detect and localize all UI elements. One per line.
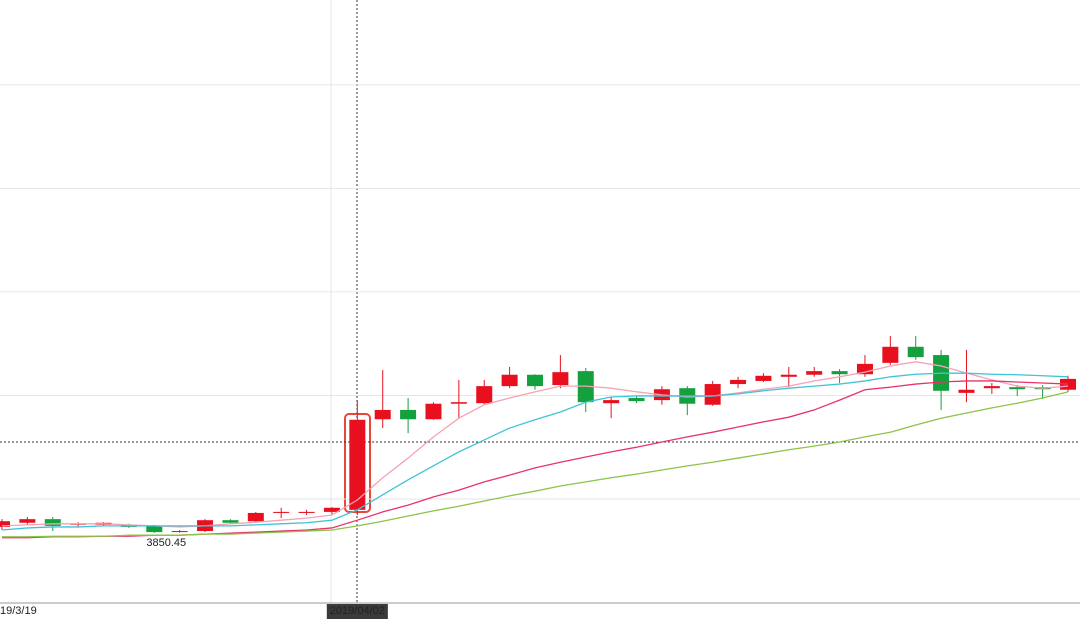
candle-body [907,346,924,358]
candle-body [222,520,239,523]
candle-body [400,409,417,420]
candle-body [374,409,391,420]
candle-body [1009,387,1026,390]
candle-body [552,372,569,386]
candle-body [603,400,620,404]
crosshair-label-bg [326,604,388,619]
moving-average-line [2,380,1069,539]
candle-body [146,525,163,533]
candle-body [501,374,518,387]
candle-body [882,346,899,363]
grid [0,84,1080,500]
candle-body [298,511,315,513]
candle-body [704,384,721,405]
candle-body [349,419,366,510]
moving-average-line [1,372,1069,531]
candle-body [273,511,290,513]
candle-body [171,531,188,533]
crosshair-date-label: 2019/04/02 [330,605,385,617]
candle-body [450,402,467,404]
candle-body [0,521,10,527]
candle-body [856,363,873,375]
candle-body [755,375,772,381]
x-tick-label: 19/3/19 [0,605,37,617]
low-label: 3850.45 [146,537,186,549]
candle-body [831,371,848,375]
candle-body [527,374,543,387]
moving-average-line [1,361,1069,528]
candle-body [476,386,493,404]
candle-body [323,507,340,512]
candle-body [958,389,975,393]
candle-body [425,403,442,420]
candle-body [19,519,36,523]
candle-body [780,374,797,377]
candle-body [730,379,747,385]
candle-body [247,512,264,522]
candle-body [628,398,645,402]
candle-body [1060,378,1076,390]
candle-body [44,519,61,526]
moving-average-line [2,391,1069,538]
candle-body [983,386,1000,389]
candle-body [806,371,823,375]
